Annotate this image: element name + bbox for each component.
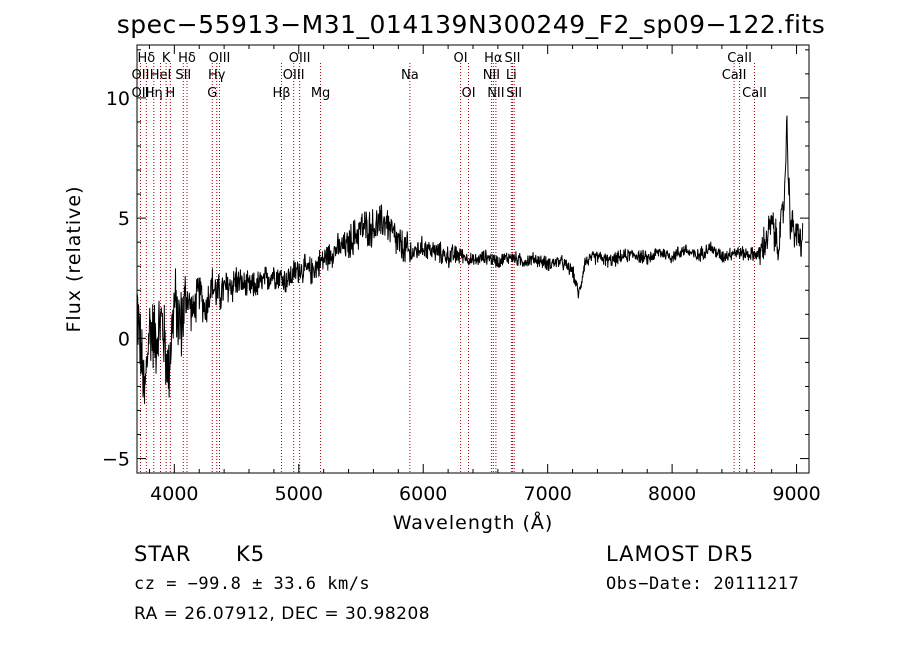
spectral-line-label: NII: [487, 86, 504, 101]
coordinates: RA = 26.07912, DEC = 30.98208: [134, 604, 430, 624]
object-subclass: K5: [236, 542, 265, 566]
x-tick-label: 8000: [648, 483, 696, 505]
object-class: STAR: [134, 542, 191, 566]
survey-name: LAMOST DR5: [606, 542, 754, 566]
spectral-line-label: SII: [504, 51, 520, 66]
spectral-line-label: OIII: [209, 51, 231, 66]
x-tick-label: 5000: [275, 483, 323, 505]
spectral-line-label: Hη: [145, 86, 163, 101]
x-axis-label: Wavelength (Å): [393, 511, 554, 534]
spectral-line-label: Mg: [311, 86, 330, 101]
x-tick-label: 9000: [772, 483, 820, 505]
x-tick-label: 7000: [523, 483, 571, 505]
spectral-line-markers: [139, 63, 755, 473]
y-tick-label: 5: [118, 208, 130, 230]
observation-date: Obs−Date: 20111217: [606, 574, 799, 594]
spectral-line-label: HeI: [150, 68, 172, 83]
spectral-line-label: Hβ: [272, 86, 290, 101]
spectral-line-label: OIII: [289, 51, 311, 66]
spectral-line-label: OII: [132, 68, 150, 83]
spectral-line-label: K: [162, 51, 171, 66]
spectral-line-label: G: [207, 86, 217, 101]
y-tick-label: −5: [102, 449, 130, 471]
spectral-line-label: Hδ: [178, 51, 196, 66]
spectral-line-label: CaII: [727, 51, 752, 66]
spectral-line-label: SII: [175, 68, 191, 83]
chart-title: spec−55913−M31_014139N300249_F2_sp09−122…: [117, 10, 826, 39]
spectrum-line: [136, 115, 804, 404]
spectral-line-label: CaII: [722, 68, 747, 83]
x-tick-label: 6000: [399, 483, 447, 505]
x-axis-ticks: 4000 5000 6000 7000 8000 9000: [148, 45, 821, 505]
spectral-line-label: Hδ: [137, 51, 155, 66]
spectral-line-label: H: [165, 86, 175, 101]
spectral-line-label: Hγ: [208, 68, 226, 83]
spectral-line-label: SII: [506, 86, 522, 101]
spectral-line-label: OIII: [283, 68, 305, 83]
x-tick-label: 4000: [150, 483, 198, 505]
spectral-line-label: Na: [401, 68, 419, 83]
redshift-velocity: cz = −99.8 ± 33.6 km/s: [134, 574, 370, 594]
spectral-line-label: OI: [454, 51, 468, 66]
spectral-line-label: OI: [461, 86, 475, 101]
spectral-line-label: CaII: [742, 86, 767, 101]
spectral-line-label: NII: [483, 68, 500, 83]
spectral-line-label: Hα: [484, 51, 502, 66]
spectral-line-label: Li: [506, 68, 517, 83]
y-tick-label: 10: [106, 88, 130, 110]
spectral-line-label: OII: [132, 86, 150, 101]
y-axis-ticks: −5 0 5 10: [102, 49, 809, 471]
y-axis-label: Flux (relative): [63, 185, 85, 332]
y-tick-label: 0: [118, 328, 130, 350]
